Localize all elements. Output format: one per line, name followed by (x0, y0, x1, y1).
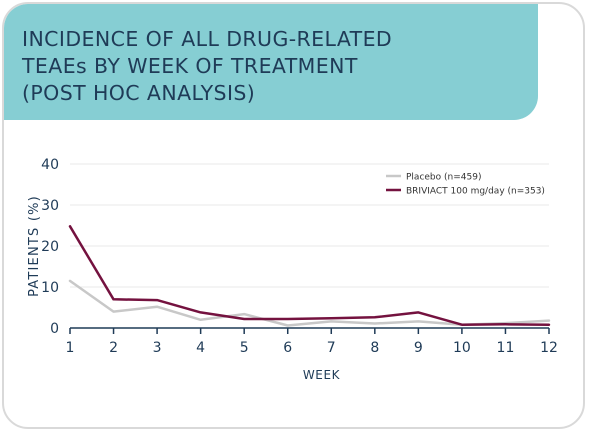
chart-card: INCIDENCE OF ALL DRUG-RELATED TEAEs BY W… (2, 2, 585, 429)
chart-title-line-2: TEAEs BY WEEK OF TREATMENT (22, 54, 358, 78)
y-tick-label: 20 (41, 239, 59, 255)
x-tick-label: 8 (370, 340, 379, 356)
x-tick-label: 2 (109, 340, 118, 356)
x-tick-label: 3 (153, 340, 162, 356)
x-tick-label: 1 (66, 340, 75, 356)
series-line-briviact (68, 225, 551, 326)
x-tick-label: 10 (453, 340, 471, 356)
chart-title-line-3: (POST HOC ANALYSIS) (22, 81, 256, 105)
title-banner: INCIDENCE OF ALL DRUG-RELATED TEAEs BY W… (4, 4, 538, 120)
legend-label: Placebo (n=459) (406, 173, 481, 183)
x-tick-label: 9 (414, 340, 423, 356)
x-tick-label: 4 (196, 340, 205, 356)
x-tick-label: 11 (497, 340, 515, 356)
x-tick-label: 12 (540, 340, 558, 356)
x-tick-label: 6 (283, 340, 292, 356)
y-tick-label: 30 (41, 198, 59, 214)
chart-title-line-1: INCIDENCE OF ALL DRUG-RELATED (22, 27, 393, 51)
y-tick-label: 10 (41, 280, 59, 296)
x-tick-label: 7 (327, 340, 336, 356)
x-axis-title: WEEK (303, 368, 341, 382)
y-tick-label: 40 (41, 157, 59, 173)
x-tick-label: 5 (240, 340, 249, 356)
y-tick-label: 0 (50, 321, 59, 337)
legend-label: BRIVIACT 100 mg/day (n=353) (406, 187, 545, 197)
chart-title: INCIDENCE OF ALL DRUG-RELATED TEAEs BY W… (22, 26, 392, 107)
y-axis-title: PATIENTS (%) (27, 195, 42, 297)
